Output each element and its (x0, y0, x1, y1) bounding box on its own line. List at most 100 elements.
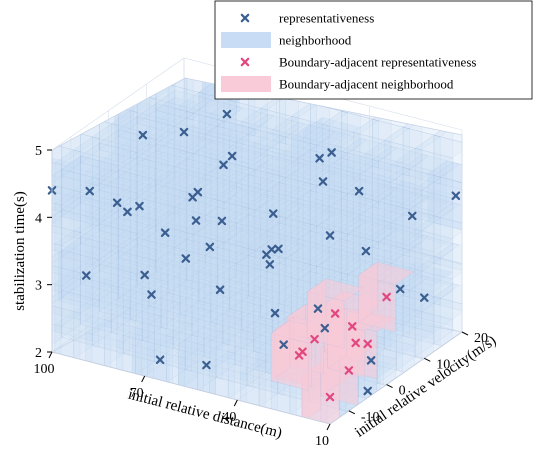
neighborhood-cube (141, 198, 199, 270)
neighborhood-cube (98, 169, 156, 241)
neighborhood-cube (193, 185, 251, 257)
neighborhood-cube (229, 86, 287, 158)
neighborhood-cube (148, 205, 206, 276)
neighborhood-cube (117, 237, 175, 309)
neighborhood-cube (414, 175, 462, 246)
neighborhood-cube (165, 200, 223, 272)
neighborhood-cube (165, 281, 223, 353)
representativeness-point (138, 130, 148, 140)
neighborhood-cube (376, 201, 434, 273)
neighborhood-cube (272, 115, 330, 187)
representativeness-point (407, 211, 417, 221)
neighborhood-cube (241, 269, 299, 341)
x-tick-label: 40 (222, 410, 236, 425)
boundary-representativeness-point (351, 338, 360, 348)
neighborhood-cube (309, 210, 367, 282)
neighborhood-cube (122, 131, 181, 202)
representativeness-point (354, 186, 364, 196)
representativeness-point (451, 191, 461, 201)
neighborhood-cube (196, 330, 254, 401)
neighborhood-cube (258, 184, 316, 256)
neighborhood-cube (301, 200, 359, 271)
neighborhood-cube (346, 193, 404, 265)
neighborhood-cube (98, 250, 156, 322)
z-tick-label: 3 (35, 279, 42, 294)
neighborhood-cube (395, 309, 453, 381)
neighborhood-cube (229, 207, 287, 279)
neighborhood-cube (260, 94, 318, 166)
boundary-representativeness-point (294, 351, 304, 360)
neighborhood-cube (234, 303, 292, 375)
neighborhood-cube (160, 104, 218, 176)
neighborhood-cube (92, 123, 150, 194)
y-tick-label: 20 (474, 331, 488, 346)
neighborhood-cube (279, 202, 337, 274)
neighborhood-cube (241, 229, 299, 300)
neighborhood-cube (153, 179, 211, 251)
neighborhood-cube (114, 99, 172, 171)
neighborhood-cube (320, 200, 378, 272)
neighborhood-cube (104, 306, 162, 377)
neighborhood-cube (191, 112, 249, 184)
neighborhood-cube (160, 185, 218, 257)
neighborhood-cube (73, 136, 131, 208)
representativeness-point (179, 127, 189, 137)
neighborhood-cube (301, 213, 359, 285)
representativeness-point (123, 207, 132, 217)
neighborhood-cube (203, 134, 261, 205)
representativeness-point (363, 386, 373, 396)
neighborhood-cube (169, 156, 227, 228)
neighborhood-cube (203, 295, 261, 367)
neighborhood-cube (303, 204, 361, 276)
neighborhood-cube (321, 110, 379, 182)
neighborhood-cube (395, 262, 453, 333)
neighborhood-cube (186, 219, 244, 290)
neighborhood-cube (433, 161, 462, 233)
neighborhood-cube (203, 174, 261, 246)
neighborhood-cube (54, 230, 112, 302)
frame-edges (51, 150, 463, 425)
neighborhood-cube (248, 113, 306, 185)
representativeness-point (205, 242, 215, 252)
neighborhood-cube (54, 149, 112, 221)
representativeness-point (135, 201, 144, 211)
neighborhood-cube (315, 225, 373, 297)
legend-marker-box (221, 32, 271, 48)
legend-marker-x (240, 57, 250, 67)
neighborhood-cube (85, 238, 143, 310)
neighborhood-cube (371, 186, 429, 258)
neighborhood-cube (167, 151, 225, 223)
neighborhood-cube (52, 303, 81, 374)
neighborhood-cube (414, 215, 462, 287)
legend-label: neighborhood (279, 33, 352, 48)
neighborhood-cube (80, 182, 138, 254)
neighborhood-cube (383, 180, 441, 252)
neighborhood-cube (61, 196, 119, 267)
neighborhood-cube (167, 185, 225, 256)
legend-marker-x (240, 13, 250, 23)
legend-label: representativeness (279, 11, 374, 26)
neighborhood-cube (122, 171, 181, 243)
neighborhood-cube (291, 183, 349, 255)
neighborhood-cube (80, 263, 138, 335)
neighborhood-cube (122, 252, 181, 324)
neighborhood-cube (253, 128, 311, 200)
neighborhood-cube (196, 289, 254, 361)
neighborhood-cube (279, 121, 337, 193)
neighborhood-cube (333, 172, 392, 243)
neighborhood-cube (198, 159, 256, 231)
neighborhood-cube (181, 211, 239, 283)
neighborhood-cube (85, 157, 143, 229)
boundary-representativeness-point (310, 334, 319, 344)
neighborhood-cube (198, 199, 256, 271)
neighborhood-cube (85, 278, 143, 350)
representativeness-point (193, 187, 203, 197)
y-tick-label: -10 (361, 410, 380, 425)
boundary-representativeness-point (344, 366, 354, 375)
neighborhood-cube (191, 153, 249, 225)
neighborhood-cube (172, 247, 230, 318)
neighborhood-cube (358, 174, 416, 245)
neighborhood-cube (61, 155, 119, 227)
neighborhood-cube (136, 197, 194, 269)
neighborhood-cube (110, 170, 168, 242)
